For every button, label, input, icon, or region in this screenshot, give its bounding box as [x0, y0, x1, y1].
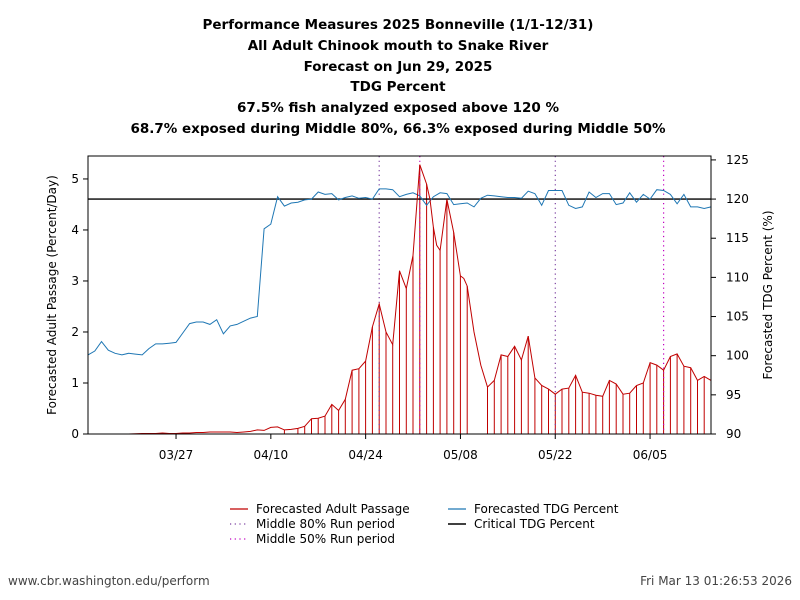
x-tick-label-0: 03/27 [159, 448, 194, 462]
title-line-6: 68.7% exposed during Middle 80%, 66.3% e… [130, 121, 666, 137]
y-axis-left-label: Forecasted Adult Passage (Percent/Day) [45, 175, 59, 415]
chart-title: Performance Measures 2025 Bonneville (1/… [130, 17, 666, 137]
title-line-2: All Adult Chinook mouth to Snake River [248, 38, 549, 54]
y-right-tick-label-7: 125 [726, 153, 749, 167]
y-right-tick-label-3: 105 [726, 310, 749, 324]
y-right-tick-label-4: 110 [726, 270, 749, 284]
y-right-tick-label-0: 90 [726, 427, 741, 441]
legend-label-critical-tdg: Critical TDG Percent [474, 517, 595, 531]
x-tick-label-1: 04/10 [254, 448, 289, 462]
y-left-tick-label-1: 1 [71, 376, 79, 390]
tdg-percent-line [87, 188, 712, 356]
y-left-tick-label-2: 2 [71, 325, 79, 339]
y-right-tick-label-1: 95 [726, 388, 741, 402]
y-right-tick-label-6: 120 [726, 192, 749, 206]
title-line-3: Forecast on Jun 29, 2025 [304, 59, 493, 75]
y-axis-right-label: Forecasted TDG Percent (%) [761, 210, 775, 379]
y-left-tick-label-3: 3 [71, 274, 79, 288]
y-axis-right: 90 95 100 105 110 115 120 125 [711, 153, 749, 441]
title-line-4: TDG Percent [350, 79, 446, 95]
y-left-tick-label-4: 4 [71, 223, 79, 237]
y-left-tick-label-0: 0 [71, 427, 79, 441]
legend: Forecasted Adult Passage Forecasted TDG … [230, 502, 619, 546]
adult-passage-line [115, 164, 712, 435]
legend-label-adult-passage: Forecasted Adult Passage [256, 502, 410, 516]
x-tick-label-4: 05/22 [538, 448, 573, 462]
title-line-5: 67.5% fish analyzed exposed above 120 % [237, 100, 559, 116]
x-tick-label-5: 06/05 [633, 448, 668, 462]
legend-label-middle-80: Middle 80% Run period [256, 517, 395, 531]
legend-label-tdg-percent: Forecasted TDG Percent [474, 502, 619, 516]
y-left-tick-label-5: 5 [71, 172, 79, 186]
x-tick-label-3: 05/08 [443, 448, 478, 462]
y-right-tick-label-2: 100 [726, 349, 749, 363]
legend-label-middle-50: Middle 50% Run period [256, 532, 395, 546]
plot-frame [87, 155, 712, 435]
y-right-tick-label-5: 115 [726, 231, 749, 245]
y-axis-left: 0 1 2 3 4 5 [71, 172, 88, 441]
passage-drop-lines [283, 164, 705, 434]
x-axis: 03/27 04/10 04/24 05/08 05/22 06/05 [159, 434, 668, 462]
plot-area [87, 156, 712, 435]
footer-timestamp: Fri Mar 13 01:26:53 2026 [640, 574, 792, 588]
footer-source: www.cbr.washington.edu/perform [8, 574, 210, 588]
x-tick-label-2: 04/24 [348, 448, 383, 462]
title-line-1: Performance Measures 2025 Bonneville (1/… [203, 17, 594, 33]
